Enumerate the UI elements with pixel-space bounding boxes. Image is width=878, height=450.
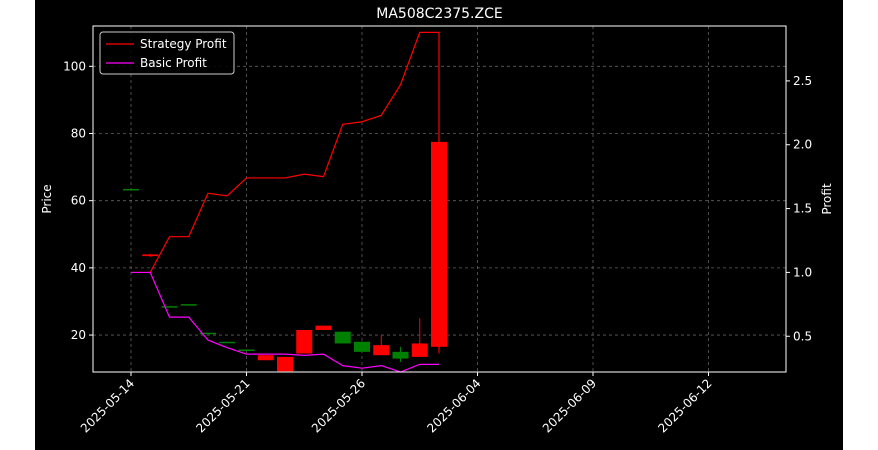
x-tick-label: 2025-06-12 <box>655 376 714 435</box>
y-axis-label-right: Profit <box>820 183 834 215</box>
legend-label: Strategy Profit <box>140 37 227 51</box>
x-tick-label: 2025-05-26 <box>309 376 368 435</box>
candle-body <box>200 332 216 335</box>
y-tick-label-right: 2.0 <box>793 138 812 152</box>
candle-body <box>277 356 293 372</box>
candle-layer <box>123 141 447 372</box>
candlestick-chart: 20 40 60 80 100 0.5 1.0 1.5 2.0 2.5 2025-05-14 2025… <box>40 6 834 435</box>
candle-body <box>219 341 236 344</box>
legend-label: Basic Profit <box>140 56 207 70</box>
strategy-profit-line <box>131 31 440 352</box>
candle-body <box>123 188 139 191</box>
y-tick-label-left: 80 <box>71 126 86 140</box>
candle-body <box>411 343 428 357</box>
plot-frame <box>92 25 787 373</box>
y-tick-label-left: 20 <box>71 328 86 342</box>
candle-body <box>180 304 197 306</box>
candle-body <box>238 349 255 351</box>
y-tick-label-right: 1.0 <box>793 265 812 279</box>
chart-title: MA508C2375.ZCE <box>376 6 502 22</box>
x-tick-label: 2025-05-21 <box>193 376 252 435</box>
y-tick-label-left: 60 <box>71 194 86 208</box>
candle-body <box>142 254 159 257</box>
candle-body <box>334 331 351 344</box>
legend: Strategy Profit Basic Profit <box>99 31 235 75</box>
x-tick-label: 2025-06-04 <box>424 376 483 435</box>
candle-body <box>373 345 390 356</box>
y-tick-label-right: 2.5 <box>793 74 812 88</box>
x-tick-label: 2025-05-14 <box>78 376 137 435</box>
candle-body <box>257 355 274 361</box>
line-layer <box>131 31 440 373</box>
candle-body <box>315 325 332 331</box>
y-tick-label-right: 0.5 <box>793 329 812 343</box>
candle-body <box>161 306 178 308</box>
candle-body <box>392 351 409 359</box>
y-tick-label-left: 100 <box>63 59 86 73</box>
grid-layer <box>93 26 786 372</box>
candle-body <box>296 330 313 354</box>
y-tick-label-left: 40 <box>71 261 86 275</box>
chart-figure: 20 40 60 80 100 0.5 1.0 1.5 2.0 2.5 2025-05-14 2025… <box>35 0 843 450</box>
basic-profit-line <box>131 271 439 373</box>
x-tick-label: 2025-06-09 <box>540 376 599 435</box>
y-axis-label-left: Price <box>40 184 54 213</box>
candle-body <box>354 341 370 352</box>
y-tick-label-right: 1.5 <box>793 202 812 216</box>
